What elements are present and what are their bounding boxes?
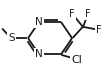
Text: N: N: [35, 17, 43, 27]
Text: Cl: Cl: [72, 55, 82, 65]
Text: F: F: [85, 9, 91, 19]
Text: F: F: [96, 25, 101, 34]
Text: N: N: [35, 49, 43, 59]
Text: S: S: [8, 33, 15, 43]
Text: F: F: [69, 9, 75, 19]
